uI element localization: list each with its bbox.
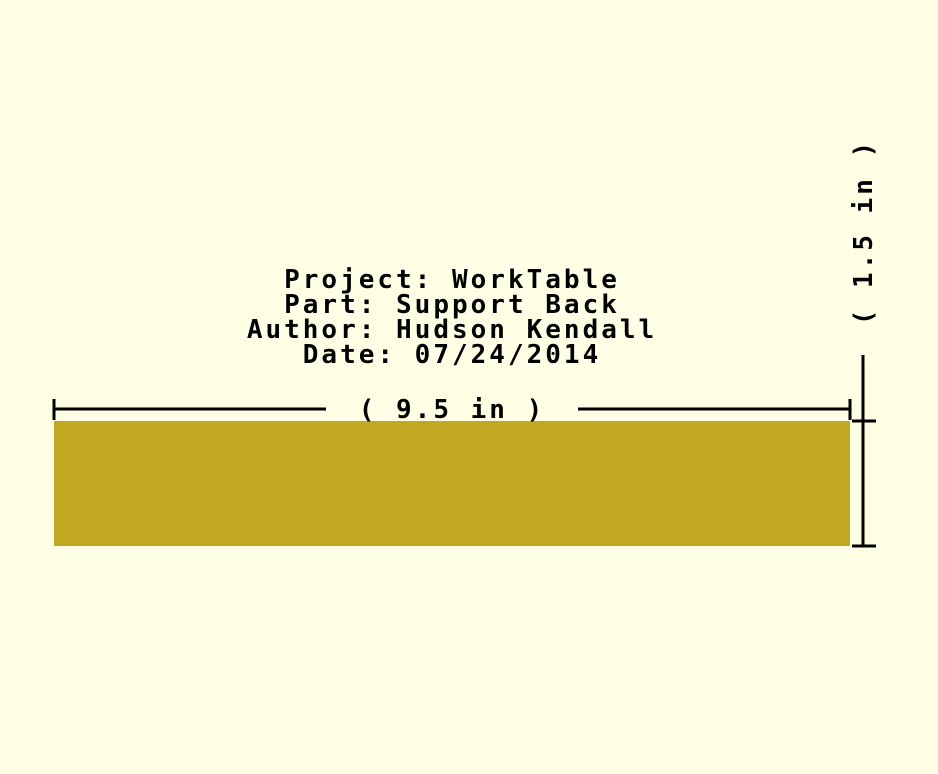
width-dimension xyxy=(52,399,852,420)
title-block: Project: WorkTable Part: Support Back Au… xyxy=(0,265,904,370)
height-dimension-label: ( 1.5 in ) xyxy=(849,139,879,326)
part-rectangle xyxy=(54,421,850,546)
height-dimension xyxy=(852,355,876,548)
width-dimension-label: ( 9.5 in ) xyxy=(359,395,546,425)
author-line: Author: Hudson Kendall xyxy=(246,315,658,345)
part-line: Part: Support Back xyxy=(284,290,620,320)
project-line: Project: WorkTable xyxy=(284,265,620,295)
date-line: Date: 07/24/2014 xyxy=(302,340,602,370)
